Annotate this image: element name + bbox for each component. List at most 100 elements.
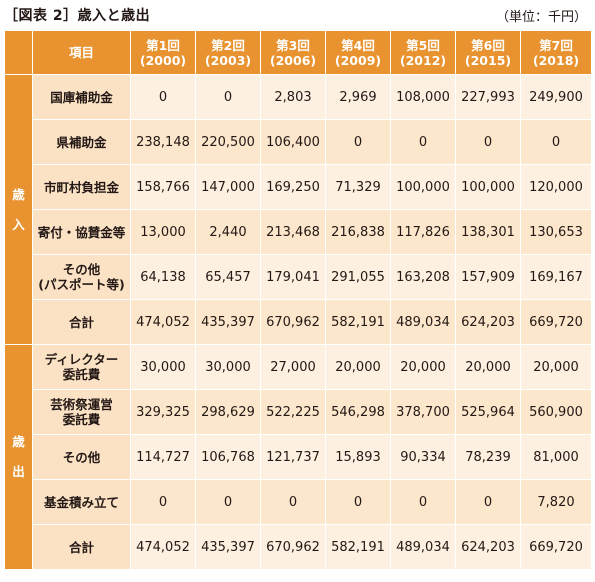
expenditure-section-label: 歳出: [4, 344, 33, 570]
table-cell: 582,191: [325, 299, 391, 345]
table-cell: 108,000: [390, 74, 456, 120]
row-label: その他: [32, 434, 131, 480]
row-label: その他 (パスポート等): [32, 254, 131, 300]
row-label: 国庫補助金: [32, 74, 131, 120]
table-cell: 624,203: [455, 524, 521, 570]
table-cell: 435,397: [195, 299, 261, 345]
row-label: 合計: [32, 299, 131, 345]
table-cell: 78,239: [455, 434, 521, 480]
table-cell: 64,138: [130, 254, 196, 300]
unit-label: （単位：千円）: [495, 10, 587, 25]
header-year: (2003): [204, 52, 252, 68]
table-cell: 130,653: [520, 209, 592, 255]
header-corner: [4, 30, 33, 75]
header-col-2: 第2回 (2003): [195, 30, 261, 75]
table-row: 基金積み立て 0 0 0 0 0 0 7,820: [5, 479, 592, 525]
row-label: 芸術祭運営 委託費: [32, 389, 131, 435]
section-char: 歳: [12, 186, 25, 202]
table-cell: 378,700: [390, 389, 456, 435]
row-label-line-2: 委託費: [62, 367, 101, 382]
table-cell: 30,000: [130, 344, 196, 390]
table-cell: 27,000: [260, 344, 326, 390]
header-col-5: 第5回 (2012): [390, 30, 456, 75]
header-item: 項目: [32, 30, 131, 75]
row-label-line-1: 市町村負担金: [43, 179, 119, 195]
table-cell: 20,000: [325, 344, 391, 390]
table-cell: 90,334: [390, 434, 456, 480]
section-char: 出: [12, 464, 25, 479]
row-label: 寄付・協賛金等: [32, 209, 131, 255]
table-cell: 2,440: [195, 209, 261, 255]
table-cell: 489,034: [390, 299, 456, 345]
table-cell: 13,000: [130, 209, 196, 255]
table-cell: 147,000: [195, 164, 261, 210]
table-cell: 169,250: [260, 164, 326, 210]
row-label-line-1: 合計: [68, 314, 94, 330]
header-col-7: 第7回 (2018): [520, 30, 592, 75]
table-cell: 0: [130, 479, 196, 525]
row-label-line-1: 合計: [68, 539, 94, 555]
table-cell: 227,993: [455, 74, 521, 120]
table-cell: 2,803: [260, 74, 326, 120]
table-cell: 81,000: [520, 434, 592, 480]
row-label-line-1: ディレクター: [44, 352, 119, 367]
table-cell: 213,468: [260, 209, 326, 255]
table-header-row: 項目 第1回 (2000) 第2回 (2003) 第3回 (2006) 第4回 (200…: [4, 30, 592, 75]
table-row: 歳出ディレクター 委託費 30,000 30,000 27,000 20,000 20,00…: [4, 344, 592, 570]
row-label-line-2: 委託費: [62, 412, 101, 427]
row-label-line-1: 寄付・協賛金等: [37, 224, 126, 240]
table-cell: 0: [260, 479, 326, 525]
row-label-line-1: 基金積み立て: [43, 494, 119, 510]
table-row: 芸術祭運営 委託費 329,325 298,629 522,225 546,298 378,…: [5, 389, 592, 435]
table-cell: 20,000: [390, 344, 456, 390]
table-cell: 65,457: [195, 254, 261, 300]
header-label: 第6回: [471, 37, 505, 53]
header-year: (2009): [334, 52, 382, 68]
header-label: 第5回: [406, 37, 440, 53]
table-cell: 0: [390, 479, 456, 525]
row-label-line-1: 国庫補助金: [50, 89, 113, 105]
table-row: 合計 474,052 435,397 670,962 582,191 489,034 624…: [5, 299, 592, 345]
table-cell: 0: [455, 479, 521, 525]
table-cell: 0: [325, 479, 391, 525]
table-cell: 670,962: [260, 524, 326, 570]
table-cell: 474,052: [130, 524, 196, 570]
table-cell: 158,766: [130, 164, 196, 210]
table-cell: 2,969: [325, 74, 391, 120]
row-label: 市町村負担金: [32, 164, 131, 210]
table-cell: 179,041: [260, 254, 326, 300]
table-cell: 0: [195, 479, 261, 525]
header-label: 第4回: [341, 37, 375, 53]
row-label: ディレクター 委託費: [32, 344, 131, 390]
table-cell: 121,737: [260, 434, 326, 480]
table-cell: 30,000: [195, 344, 261, 390]
table-cell: 582,191: [325, 524, 391, 570]
table-row: 歳入国庫補助金 0 0 2,803 2,969 108,000 227,993 249,900: [4, 74, 592, 345]
table-cell: 220,500: [195, 119, 261, 165]
table-cell: 669,720: [520, 524, 592, 570]
table-cell: 291,055: [325, 254, 391, 300]
table-cell: 0: [325, 119, 391, 165]
figure-title: ［図表 2］歳入と歳出: [4, 8, 151, 24]
revenue-expenditure-table: 項目 第1回 (2000) 第2回 (2003) 第3回 (2006) 第4回 (200…: [4, 30, 592, 570]
table-cell: 71,329: [325, 164, 391, 210]
table-cell: 474,052: [130, 299, 196, 345]
header-label: 第2回: [211, 37, 245, 53]
table-cell: 138,301: [455, 209, 521, 255]
table-cell: 0: [195, 74, 261, 120]
table-row: 寄付・協賛金等 13,000 2,440 213,468 216,838 117,826 1…: [5, 209, 592, 255]
row-label-line-1: 芸術祭運営: [50, 397, 113, 412]
row-label: 県補助金: [32, 119, 131, 165]
table-cell: 117,826: [390, 209, 456, 255]
table-cell: 670,962: [260, 299, 326, 345]
table-cell: 7,820: [520, 479, 592, 525]
table-cell: 560,900: [520, 389, 592, 435]
table-cell: 489,034: [390, 524, 456, 570]
table-cell: 298,629: [195, 389, 261, 435]
table-cell: 100,000: [390, 164, 456, 210]
table-cell: 0: [455, 119, 521, 165]
table-cell: 169,167: [520, 254, 592, 300]
header-year: (2018): [532, 52, 580, 68]
header-year: (2000): [139, 52, 187, 68]
header-label: 第1回: [146, 37, 180, 53]
